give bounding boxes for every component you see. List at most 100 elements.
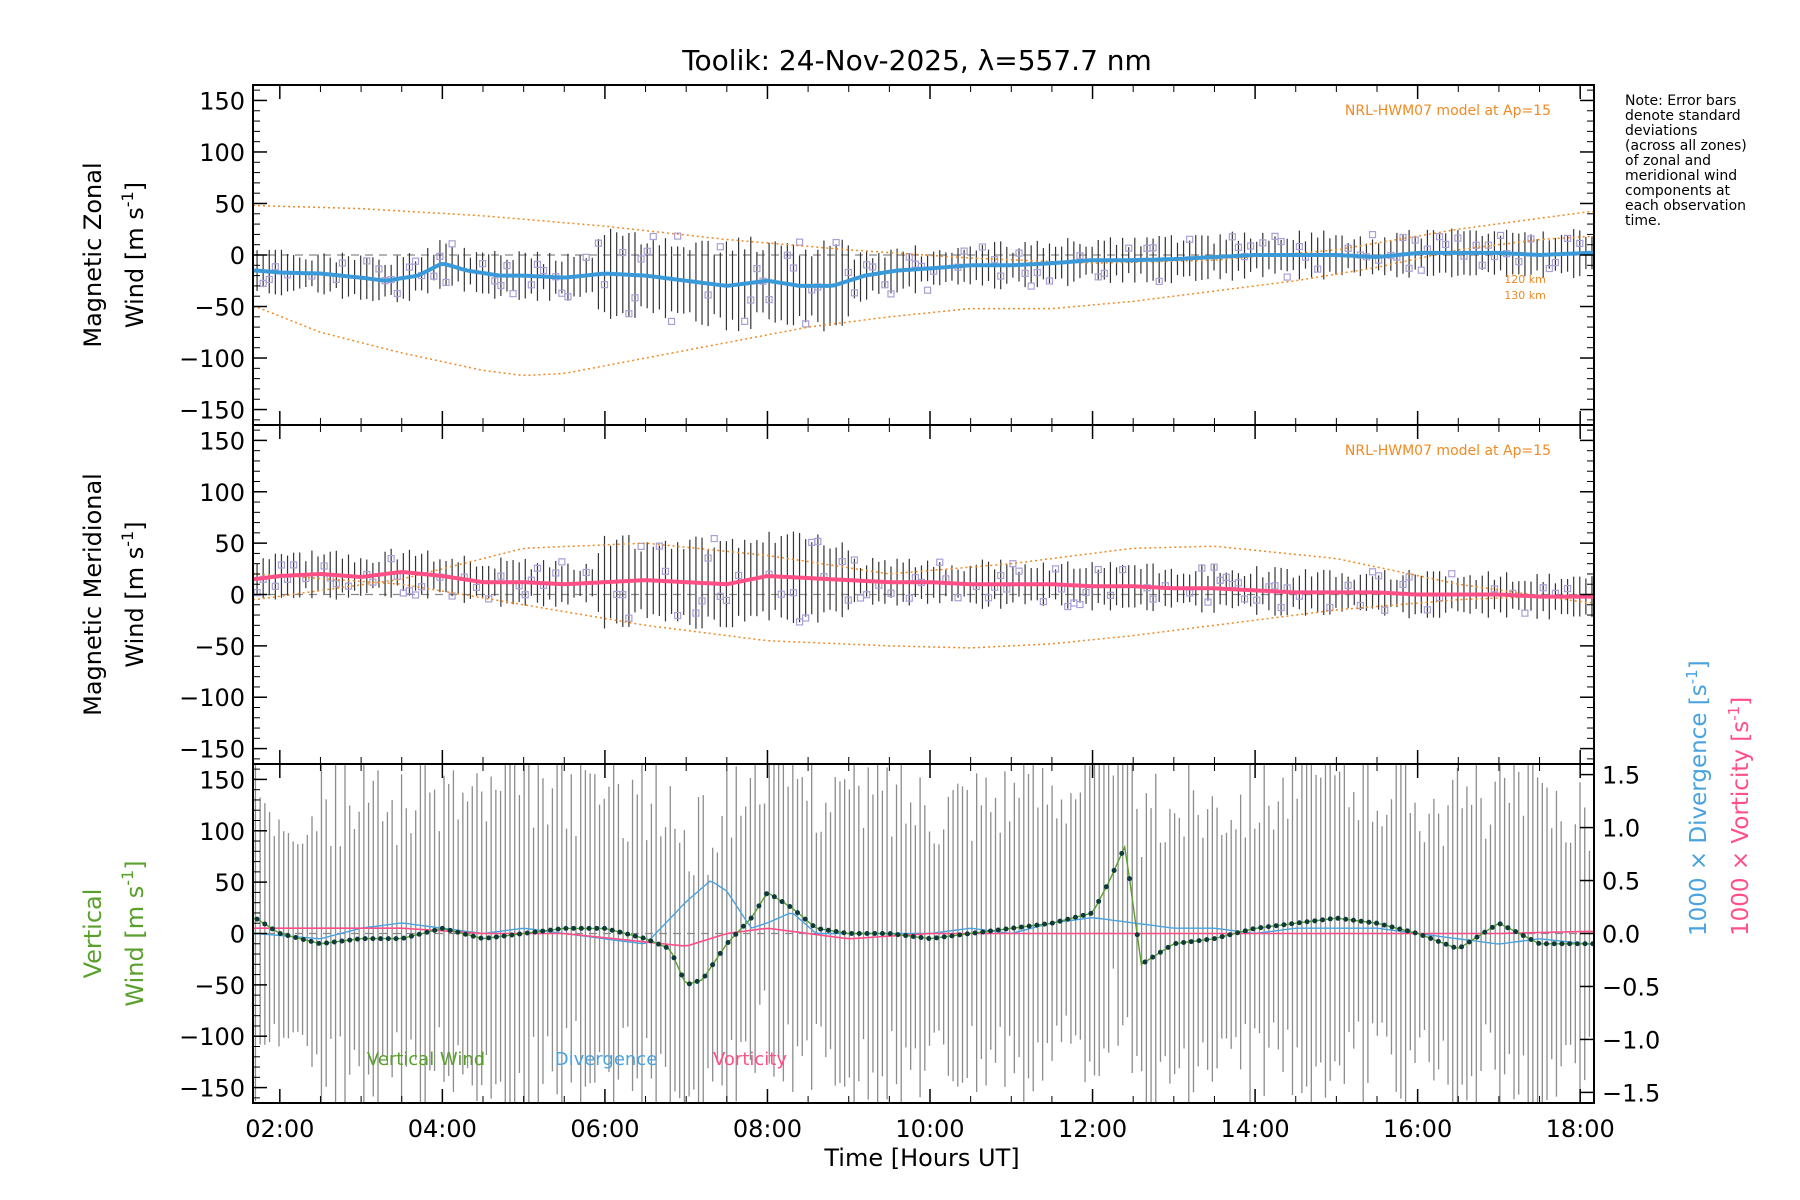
x-tick-label: 02:00 xyxy=(245,1115,314,1143)
vertical-wind-point xyxy=(1072,914,1078,920)
vertical-wind-point xyxy=(710,962,716,968)
vertical-wind-point xyxy=(833,929,839,935)
zone-point xyxy=(1484,241,1492,249)
zone-point xyxy=(552,569,560,577)
zone-point xyxy=(594,239,603,247)
zone-point xyxy=(442,278,450,287)
zone-point xyxy=(558,558,566,566)
y-tick-label: 100 xyxy=(199,479,245,507)
x-tick-label: 10:00 xyxy=(895,1115,964,1143)
zone-point xyxy=(1417,266,1425,274)
note-line: meridional wind xyxy=(1625,168,1738,184)
zone-point xyxy=(271,263,279,271)
plot-area xyxy=(253,531,1594,649)
zone-point xyxy=(1039,598,1047,606)
vertical-wind-point xyxy=(841,930,847,936)
vertical-wind-point xyxy=(1459,944,1465,950)
y-axis-label-line2-text: Wind [m s xyxy=(121,207,149,328)
vertical-wind-point xyxy=(1358,918,1364,924)
vertical-wind-point xyxy=(1034,922,1040,928)
vertical-wind-point xyxy=(540,928,546,934)
vertical-wind-point xyxy=(957,932,963,938)
zone-point xyxy=(1204,598,1212,606)
zone-point xyxy=(1228,233,1236,241)
zone-point xyxy=(1015,249,1023,257)
zone-point xyxy=(1326,603,1334,612)
y2-tick-label: −1.5 xyxy=(1602,1079,1660,1107)
vertical-wind-point xyxy=(401,935,407,941)
vertical-wind-point xyxy=(686,981,692,987)
zone-point xyxy=(1405,264,1413,272)
model-alt-label: 130 km xyxy=(1504,289,1546,302)
zone-point xyxy=(905,594,913,602)
zone-point xyxy=(265,275,273,284)
vertical-wind-point xyxy=(694,978,700,984)
zone-point xyxy=(625,614,633,622)
vertical-wind-point xyxy=(1281,922,1287,928)
zone-point xyxy=(1155,277,1163,285)
zone-point xyxy=(1277,603,1285,612)
zone-point xyxy=(338,259,346,267)
vertical-wind-point xyxy=(1397,926,1403,932)
y-tick-label: 150 xyxy=(199,427,245,455)
model-label: NRL-HWM07 model at Ap=15 xyxy=(1345,443,1551,459)
note-line: (across all zones) xyxy=(1625,138,1747,154)
zone-point xyxy=(1496,231,1505,240)
vertical-wind-point xyxy=(818,926,824,932)
zone-point xyxy=(533,564,542,572)
y3-axis-label-sup: -1 xyxy=(1725,706,1743,721)
zone-point xyxy=(1478,261,1486,269)
vertical-wind-point xyxy=(964,931,970,937)
vertical-wind-point xyxy=(740,923,746,929)
vertical-wind-point xyxy=(1551,941,1557,947)
zone-point xyxy=(1277,237,1285,246)
zone-point xyxy=(814,537,822,546)
vertical-wind-point xyxy=(1157,949,1163,955)
y-axis-label-sup: -1 xyxy=(118,531,137,547)
zone-point xyxy=(344,582,353,590)
vertical-wind-point xyxy=(1057,918,1063,924)
zone-point xyxy=(497,572,505,580)
zone-point xyxy=(582,568,590,577)
vertical-wind-point xyxy=(617,929,623,935)
y-tick-label: −50 xyxy=(194,972,245,1000)
vertical-wind-point xyxy=(764,891,770,897)
zone-point xyxy=(625,310,633,318)
vertical-wind-point xyxy=(1165,944,1171,950)
panel-2: NRL-HWM07 model at Ap=15 150 100 50 0 −50 −100… xyxy=(79,424,1595,765)
model-line xyxy=(253,204,1594,264)
zone-point xyxy=(1021,269,1029,277)
model-alt-label: 120 km xyxy=(1504,273,1546,286)
vertical-wind-point xyxy=(455,929,461,935)
zone-point xyxy=(1253,596,1261,604)
vertical-wind-point xyxy=(972,930,978,936)
y2-tick-label: 0.0 xyxy=(1602,921,1640,949)
vertical-wind-point xyxy=(285,933,291,939)
y3-axis-label-end: ] xyxy=(1728,697,1754,706)
zone-point xyxy=(1515,258,1523,266)
zone-point xyxy=(777,590,785,598)
y-axis-label-line1: Magnetic Meridional xyxy=(79,473,107,716)
y-tick-label: −100 xyxy=(179,345,245,373)
zone-point xyxy=(643,247,651,255)
vertical-wind-point xyxy=(918,935,924,941)
vertical-wind-point xyxy=(1042,921,1048,927)
vertical-wind-point xyxy=(1273,923,1279,929)
zone-point xyxy=(838,557,846,566)
zone-point xyxy=(1240,595,1249,603)
vertical-wind-point xyxy=(1142,959,1148,965)
zone-point xyxy=(905,253,913,261)
zone-point xyxy=(405,263,414,271)
vertical-wind-point xyxy=(787,904,793,910)
vertical-wind-point xyxy=(517,931,523,937)
y-tick-label: −100 xyxy=(179,684,245,712)
y-tick-label: 50 xyxy=(214,530,245,558)
zone-point xyxy=(1563,584,1572,593)
zone-point xyxy=(1472,241,1480,249)
zone-point xyxy=(271,582,279,590)
zone-point xyxy=(1027,282,1035,290)
y2-tick-label: 0.5 xyxy=(1602,868,1640,896)
vertical-wind-point xyxy=(795,910,801,916)
vertical-wind-point xyxy=(771,894,777,900)
